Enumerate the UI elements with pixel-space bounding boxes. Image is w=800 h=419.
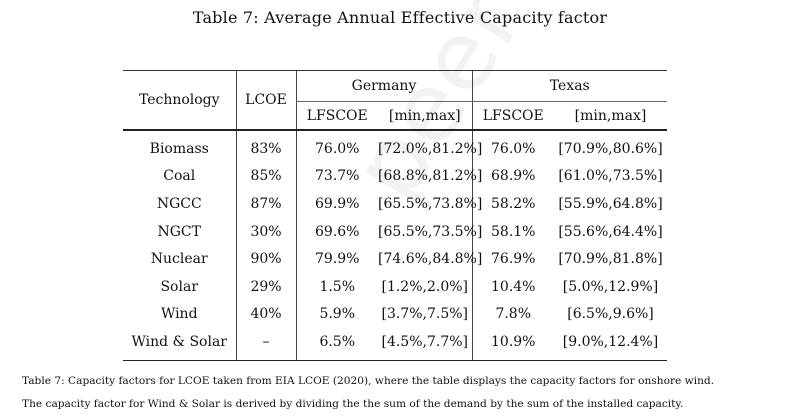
cell-germany-lfscoe: 73.7% bbox=[295, 162, 378, 191]
cell-germany-range: [68.8%,81.2%] bbox=[378, 168, 483, 185]
cell-lcoe: 30% bbox=[235, 217, 296, 246]
cell-technology: Solar bbox=[160, 278, 199, 295]
capacity-factor-table-container: Technology LCOE Germany Texas LFSCOE [mi… bbox=[123, 70, 667, 361]
cell-lcoe: 90% bbox=[235, 245, 296, 273]
cell-technology: NGCC bbox=[156, 195, 202, 212]
table-row: NGCC 87% 69.9% [65.5%,73.8%] 58.2% [55.9… bbox=[123, 190, 667, 218]
cell-lcoe: 87% bbox=[235, 190, 296, 218]
table-row: Wind & Solar – 6.5% [4.5%,7.7%] 10.9% [9… bbox=[123, 328, 667, 361]
cell-germany-range: [65.5%,73.8%] bbox=[378, 195, 483, 212]
header-germany-lfscoe: LFSCOE bbox=[295, 101, 378, 131]
cell-germany-lfscoe: 69.6% bbox=[295, 217, 378, 246]
cell-germany-range: [65.5%,73.5%] bbox=[378, 223, 483, 240]
header-texas-lfscoe: LFSCOE bbox=[471, 101, 554, 131]
cell-technology: Wind bbox=[160, 306, 198, 323]
cell-texas-lfscoe: 68.9% bbox=[471, 162, 554, 191]
caption-line-1: Table 7: Capacity factors for LCOE taken… bbox=[22, 375, 715, 387]
cell-germany-range: [72.0%,81.2%] bbox=[378, 140, 483, 157]
caption-line-2: The capacity factor for Wind & Solar is … bbox=[22, 398, 684, 410]
table-title: Table 7: Average Annual Effective Capaci… bbox=[192, 8, 608, 27]
cell-technology: Wind & Solar bbox=[123, 328, 236, 361]
cell-lcoe: 29% bbox=[235, 272, 296, 301]
cell-texas-range: [5.0%,12.9%] bbox=[562, 278, 659, 295]
table-row: Nuclear 90% 79.9% [74.6%,84.8%] 76.9% [7… bbox=[123, 245, 667, 273]
cell-texas-range: [55.6%,64.4%] bbox=[558, 223, 663, 240]
cell-technology: Coal bbox=[163, 168, 196, 185]
cell-lcoe: 40% bbox=[235, 300, 296, 329]
table-row: NGCT 30% 69.6% [65.5%,73.5%] 58.1% [55.6… bbox=[123, 217, 667, 246]
cell-lcoe: 83% bbox=[235, 130, 296, 163]
table-row: Wind 40% 5.9% [3.7%,7.5%] 7.8% [6.5%,9.6… bbox=[123, 300, 667, 329]
cell-technology: NGCT bbox=[157, 223, 201, 240]
cell-texas-lfscoe: 58.2% bbox=[471, 190, 554, 218]
capacity-factor-table: Technology LCOE Germany Texas LFSCOE [mi… bbox=[123, 70, 667, 361]
cell-texas-lfscoe: 76.9% bbox=[471, 245, 554, 273]
cell-texas-range: [61.0%,73.5%] bbox=[558, 168, 663, 185]
cell-texas-range: [9.0%,12.4%] bbox=[554, 328, 667, 361]
table-row: Biomass 83% 76.0% [72.0%,81.2%] 76.0% [7… bbox=[123, 130, 667, 163]
cell-texas-range: [55.9%,64.8%] bbox=[558, 195, 663, 212]
cell-germany-lfscoe: 5.9% bbox=[295, 300, 378, 329]
cell-lcoe: – bbox=[235, 328, 296, 361]
cell-germany-range: [1.2%,2.0%] bbox=[381, 278, 468, 295]
cell-texas-range: [70.9%,80.6%] bbox=[558, 140, 663, 157]
header-technology: Technology bbox=[123, 70, 236, 131]
cell-texas-lfscoe: 58.1% bbox=[471, 217, 554, 246]
table-row: Coal 85% 73.7% [68.8%,81.2%] 68.9% [61.0… bbox=[123, 162, 667, 191]
cell-texas-lfscoe: 76.0% bbox=[471, 130, 554, 163]
cell-texas-range: [70.9%,81.8%] bbox=[558, 251, 663, 268]
cell-germany-lfscoe: 1.5% bbox=[295, 272, 378, 301]
cell-germany-range: [74.6%,84.8%] bbox=[378, 251, 483, 268]
cell-texas-lfscoe: 7.8% bbox=[471, 300, 554, 329]
header-germany: Germany bbox=[295, 70, 472, 102]
header-texas-range: [min,max] bbox=[554, 101, 667, 131]
header-lcoe: LCOE bbox=[235, 70, 296, 131]
cell-texas-lfscoe: 10.4% bbox=[471, 272, 554, 301]
cell-germany-lfscoe: 79.9% bbox=[295, 245, 378, 273]
cell-texas-range: [6.5%,9.6%] bbox=[567, 306, 654, 323]
cell-germany-lfscoe: 69.9% bbox=[295, 190, 378, 218]
header-texas: Texas bbox=[471, 70, 667, 102]
cell-germany-lfscoe: 76.0% bbox=[295, 130, 378, 163]
cell-germany-range: [3.7%,7.5%] bbox=[381, 306, 468, 323]
cell-germany-range: [4.5%,7.7%] bbox=[378, 328, 472, 361]
table-caption: Table 7: Capacity factors for LCOE taken… bbox=[22, 370, 792, 416]
cell-technology: Nuclear bbox=[150, 251, 208, 268]
cell-technology: Biomass bbox=[149, 140, 209, 157]
cell-germany-lfscoe: 6.5% bbox=[295, 328, 378, 361]
cell-texas-lfscoe: 10.9% bbox=[471, 328, 554, 361]
table-row: Solar 29% 1.5% [1.2%,2.0%] 10.4% [5.0%,1… bbox=[123, 272, 667, 301]
header-germany-range: [min,max] bbox=[378, 101, 472, 131]
cell-lcoe: 85% bbox=[235, 162, 296, 191]
